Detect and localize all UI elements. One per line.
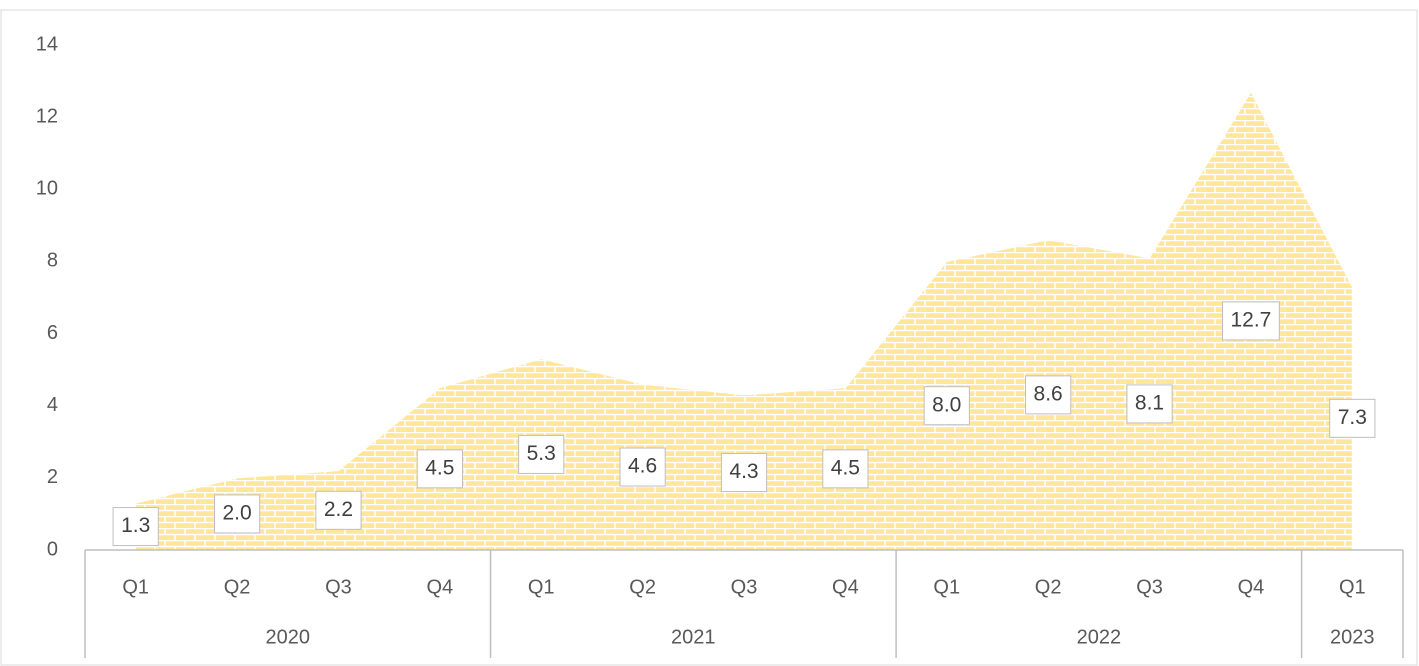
x-tick-label: Q1 <box>933 576 960 598</box>
data-label-box <box>619 447 666 487</box>
y-tick-label: 8 <box>47 250 58 272</box>
data-label: 2.0 <box>222 501 251 524</box>
y-tick-label: 12 <box>36 105 58 127</box>
data-label-box <box>1126 384 1173 424</box>
data-label-box <box>416 449 463 489</box>
data-label-box <box>720 452 768 492</box>
data-label: 8.0 <box>932 393 961 416</box>
data-label: 1.3 <box>121 514 150 537</box>
data-label: 4.5 <box>425 456 454 479</box>
data-label: 4.5 <box>831 456 860 479</box>
x-group-label: 2023 <box>1330 626 1375 648</box>
x-tick-label: Q4 <box>1238 576 1265 598</box>
data-label: 12.7 <box>1230 308 1271 331</box>
x-tick-label: Q2 <box>1035 576 1062 598</box>
chart-border <box>0 9 1418 666</box>
y-tick-label: 0 <box>47 538 58 560</box>
y-tick-label: 2 <box>47 466 58 488</box>
x-tick-label: Q3 <box>325 576 352 598</box>
x-tick-label: Q4 <box>427 576 454 598</box>
x-tick-label: Q1 <box>122 576 149 598</box>
data-label-box <box>1025 375 1072 415</box>
data-label-box <box>923 386 970 426</box>
x-tick-label: Q1 <box>1339 576 1366 598</box>
data-label: 5.3 <box>527 442 556 465</box>
x-group-label: 2022 <box>1077 626 1122 648</box>
data-label: 7.3 <box>1338 406 1367 429</box>
x-tick-label: Q2 <box>629 576 656 598</box>
x-tick-label: Q2 <box>224 576 251 598</box>
data-label-box <box>822 449 869 489</box>
data-label-box <box>315 490 362 530</box>
x-group-label: 2020 <box>266 626 311 648</box>
x-tick-label: Q3 <box>731 576 758 598</box>
x-tick-label: Q3 <box>1136 576 1163 598</box>
data-label: 8.1 <box>1135 391 1164 414</box>
y-tick-label: 4 <box>47 394 58 416</box>
data-label-box <box>213 494 261 534</box>
data-label-box <box>1221 301 1280 341</box>
y-tick-label: 10 <box>36 178 58 200</box>
data-label: 4.6 <box>628 455 657 478</box>
data-label-box <box>518 434 565 474</box>
y-tick-label: 14 <box>36 33 58 55</box>
x-tick-label: Q4 <box>832 576 859 598</box>
y-tick-label: 6 <box>47 322 58 344</box>
data-label: 4.3 <box>729 460 758 483</box>
x-group-label: 2021 <box>671 626 716 648</box>
data-label: 8.6 <box>1034 382 1063 405</box>
data-label-box <box>112 507 159 547</box>
data-label-box <box>1329 398 1376 438</box>
data-label: 2.2 <box>324 498 353 521</box>
x-tick-label: Q1 <box>528 576 555 598</box>
